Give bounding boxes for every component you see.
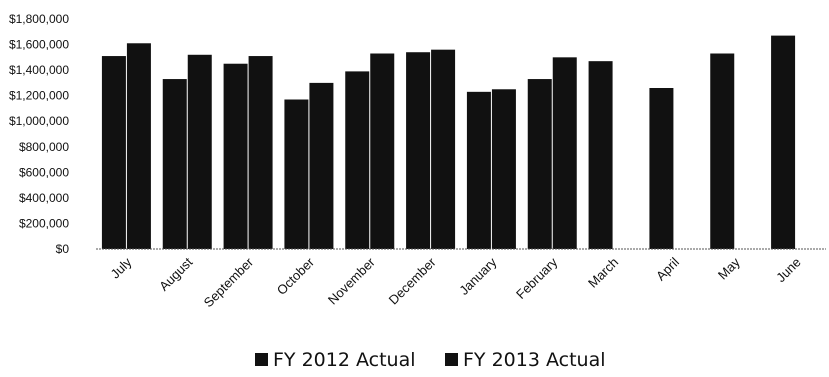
y-tick-label: $1,400,000 xyxy=(9,63,69,77)
y-tick-label: $1,800,000 xyxy=(9,12,69,26)
bars xyxy=(101,35,796,250)
y-axis: $0 $200,000 $400,000 $600,000 $800,000 $1,000… xyxy=(9,12,69,256)
bar-fy2013-november xyxy=(370,53,395,249)
bar-fy2012-february xyxy=(527,79,552,249)
bar-fy2012-april xyxy=(649,88,674,249)
bar-fy2012-march xyxy=(588,61,613,249)
bar-fy2012-august xyxy=(162,79,187,249)
bar-fy2012-september xyxy=(223,63,248,249)
x-tick-label-december: December xyxy=(386,254,439,307)
y-tick-label: $0 xyxy=(56,242,70,256)
y-tick-label: $800,000 xyxy=(19,140,69,154)
bar-fy2013-october xyxy=(309,82,334,249)
bar-fy2013-august xyxy=(187,54,212,250)
bar-fy2012-june xyxy=(771,35,796,249)
legend-swatch-fy2012 xyxy=(255,353,268,366)
legend-label-fy2013: FY 2013 Actual xyxy=(463,349,606,371)
x-tick-label-june: June xyxy=(773,255,804,286)
legend: FY 2012 Actual FY 2013 Actual xyxy=(255,349,606,371)
bar-fy2012-october xyxy=(284,99,309,249)
x-tick-label-may: May xyxy=(715,254,743,282)
bar-fy2013-january xyxy=(491,89,516,250)
legend-label-fy2012: FY 2012 Actual xyxy=(273,349,416,371)
x-axis-labels: July August September October November Decemb… xyxy=(108,254,804,310)
bar-fy2012-november xyxy=(345,71,370,249)
bar-fy2013-february xyxy=(552,57,577,250)
x-tick-label-july: July xyxy=(108,254,135,281)
bar-fy2013-september xyxy=(248,56,273,249)
x-tick-label-october: October xyxy=(274,254,318,298)
x-tick-label-november: November xyxy=(325,254,378,307)
bar-fy2012-july xyxy=(101,56,126,249)
bar-fy2013-july xyxy=(126,43,151,250)
bar-fy2012-december xyxy=(406,52,431,249)
legend-swatch-fy2013 xyxy=(445,353,458,366)
x-tick-label-february: February xyxy=(513,254,561,302)
x-tick-label-september: September xyxy=(201,254,257,310)
x-tick-label-march: March xyxy=(585,255,621,291)
y-tick-label: $1,200,000 xyxy=(9,89,69,103)
y-tick-label: $1,600,000 xyxy=(9,38,69,52)
y-tick-label: $200,000 xyxy=(19,216,69,230)
y-tick-label: $1,000,000 xyxy=(9,114,69,128)
bar-fy2012-may xyxy=(710,53,735,249)
x-tick-label-april: April xyxy=(653,254,682,283)
x-tick-label-august: August xyxy=(156,254,195,293)
x-tick-label-january: January xyxy=(456,254,500,298)
bar-fy2012-january xyxy=(466,91,491,249)
y-tick-label: $400,000 xyxy=(19,191,69,205)
bar-fy2013-december xyxy=(431,49,456,249)
y-tick-label: $600,000 xyxy=(19,165,69,179)
